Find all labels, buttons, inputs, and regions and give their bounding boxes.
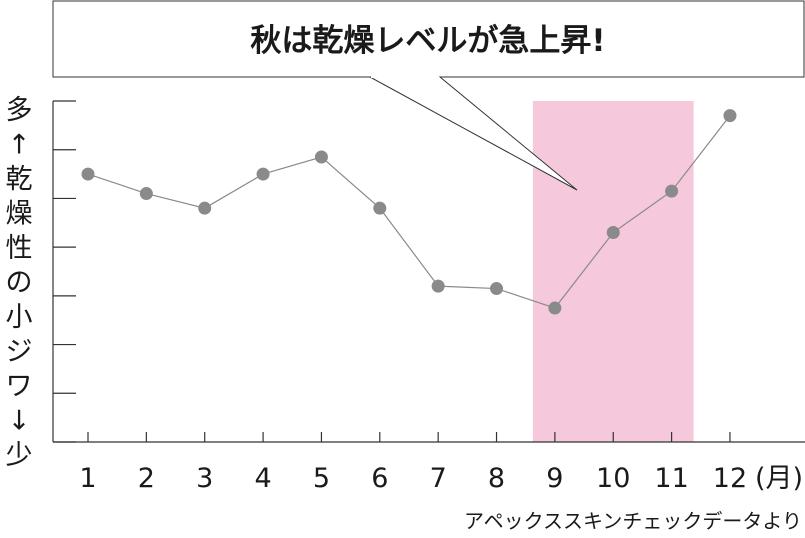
x-tick-label: 12 [713,463,747,494]
y-label-char: ワ [6,371,33,402]
callout-pointer [369,76,578,191]
series-markers [81,109,737,315]
data-point [431,279,445,293]
y-label-char: 燥 [6,199,33,230]
data-point [490,282,504,296]
series-line [87,115,731,309]
y-label-char: 少 [6,440,33,471]
x-tick-label: 9 [546,463,563,494]
y-label-char: ↑ [8,130,31,161]
data-point [198,201,212,215]
data-point [665,184,679,198]
x-tick-label: 10 [596,463,630,494]
x-tick-labels: 1 2 3 4 5 6 7 8 9 10 11 12 [79,463,747,494]
source-note: アペックススキンチェックデータより [464,509,802,533]
data-point [723,109,737,123]
data-point [81,167,95,181]
x-tick-label: 8 [488,463,505,494]
callout-box [52,0,805,78]
data-point [373,201,387,215]
x-tick-label: 1 [79,463,96,494]
y-label-char: の [6,268,33,299]
data-point [548,301,562,315]
data-point [139,187,153,201]
y-label-char: ↓ [8,406,31,437]
y-label-char: 乾 [6,164,33,195]
autumn-highlight-band [532,101,694,442]
x-tick-label: 3 [196,463,213,494]
x-axis-unit: (月) [755,463,803,494]
x-tick-label: 2 [138,463,155,494]
data-point [606,226,620,240]
data-point [256,167,270,181]
x-axis-ticks [87,432,731,442]
y-label-char: 性 [6,233,33,264]
data-point [314,150,328,164]
callout-text: 秋は乾燥レベルが急上昇! [250,23,605,59]
y-label-char: 小 [6,302,33,333]
x-tick-label: 6 [371,463,388,494]
y-label-char: ジ [6,337,33,368]
y-label-char: 多 [6,95,33,126]
x-tick-label: 4 [254,463,271,494]
x-tick-label: 5 [313,463,330,494]
y-axis-ticks [53,100,76,443]
x-tick-label: 11 [654,463,688,494]
x-tick-label: 7 [430,463,447,494]
